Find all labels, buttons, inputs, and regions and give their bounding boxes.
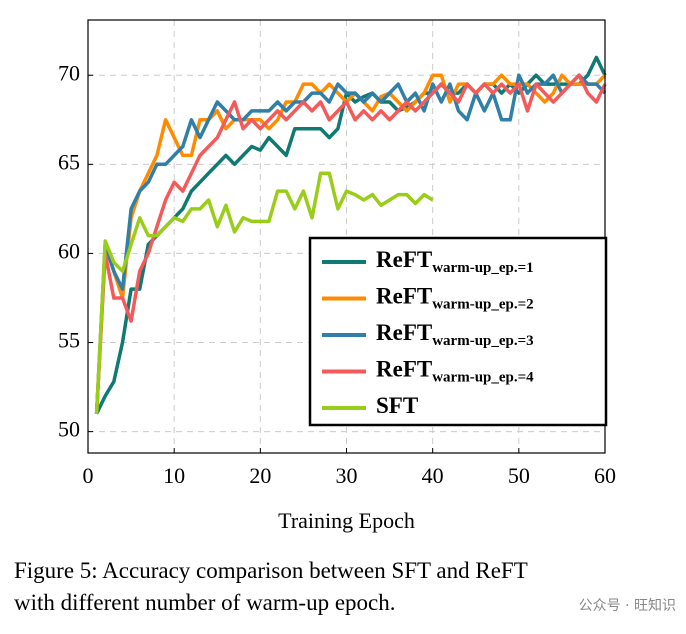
y-tick-label: 65 <box>58 149 80 174</box>
legend-name: ReFT <box>376 357 432 382</box>
x-tick-label: 0 <box>83 463 94 488</box>
data-line <box>94 73 607 414</box>
x-axis-label: Training Epoch <box>278 508 415 533</box>
caption-line: with different number of warm-up epoch. <box>14 590 396 615</box>
legend-subscript: warm-up_ep.=1 <box>432 260 533 276</box>
x-tick-label: 30 <box>336 463 358 488</box>
plot-frame <box>87 19 606 454</box>
watermark: 公众号 · 旺知识 <box>579 597 676 614</box>
legend-subscript: warm-up_ep.=4 <box>432 370 534 386</box>
x-tick-label: 10 <box>163 463 185 488</box>
legend-box <box>308 236 608 427</box>
data-line <box>94 73 607 414</box>
y-tick-label: 55 <box>58 328 80 353</box>
x-tick-label: 60 <box>594 463 616 488</box>
legend-name: ReFT <box>376 284 432 309</box>
y-tick-label: 70 <box>58 60 80 85</box>
legend-name: ReFT <box>376 247 432 272</box>
legend-name: ReFT <box>376 320 432 345</box>
legend-label: ReFTwarm-up_ep.=4 <box>376 357 534 386</box>
y-tick-label: 60 <box>58 238 80 263</box>
y-tick-label: 50 <box>58 417 80 442</box>
caption-line: Figure 5: Accuracy comparison between SF… <box>14 558 528 583</box>
legend-subscript: warm-up_ep.=2 <box>432 297 533 313</box>
x-tick-label: 50 <box>508 463 530 488</box>
x-tick-label: 40 <box>422 463 444 488</box>
legend-label: ReFTwarm-up_ep.=3 <box>376 320 534 349</box>
legend-label: ReFTwarm-up_ep.=2 <box>376 284 534 313</box>
legend-subscript: warm-up_ep.=3 <box>432 333 533 349</box>
legend-label: SFT <box>376 393 418 418</box>
x-tick-label: 20 <box>249 463 271 488</box>
legend-name: SFT <box>376 393 418 418</box>
legend-label: ReFTwarm-up_ep.=1 <box>376 247 534 276</box>
data-line <box>94 171 434 414</box>
